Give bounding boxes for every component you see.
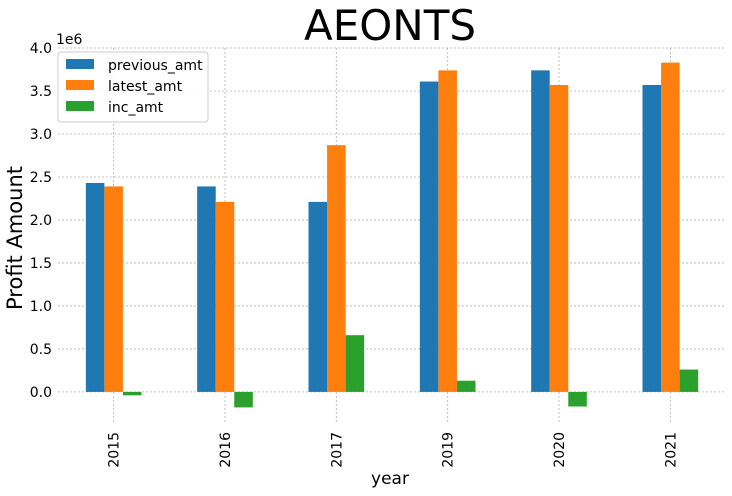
chart-title: AEONTS [304,1,476,50]
legend-label-previous-amt: previous_amt [108,58,203,74]
bar-inc-amt-2017 [345,335,365,392]
legend-label-latest-amt: latest_amt [108,79,183,95]
axes: 0.0 0.5 1.0 1.5 2.0 2.5 3.0 3.5 4.0 2015 2016 2017 2… [30,41,680,468]
x-tick-label: 2021 [663,432,679,468]
bar-latest-amt-2021 [661,62,680,392]
bar-previous-amt-2020 [531,70,550,392]
x-tick-label: 2019 [441,432,457,468]
bar-inc-amt-2015 [122,391,142,396]
bar-previous-amt-2017 [308,201,328,392]
bar-latest-amt-2019 [438,70,457,392]
y-tick-label: 3.5 [30,84,52,100]
x-tick-label: 2020 [552,432,568,468]
legend-box [57,51,209,123]
bar-previous-amt-2015 [85,182,105,392]
x-tick-label: 2017 [329,432,345,468]
legend: previous_amt latest_amt inc_amt [57,51,209,123]
bar-inc-amt-2016 [234,391,253,408]
legend-label-inc-amt: inc_amt [108,100,164,116]
x-tick-label: 2015 [107,432,123,468]
bar-latest-amt-2016 [215,201,235,392]
y-tick-label: 1.5 [30,256,52,272]
y-tick-label: 4.0 [30,41,52,57]
y-scale-offset: 1e6 [56,32,83,48]
y-tick-label: 2.5 [30,170,52,186]
legend-swatch-previous-amt [66,59,94,69]
y-tick-label: 2.0 [30,213,52,229]
legend-swatch-inc-amt [66,101,94,111]
bar-previous-amt-2016 [197,186,216,392]
bar-latest-amt-2015 [104,186,123,392]
bar-previous-amt-2021 [642,84,662,392]
y-tick-label: 1.0 [30,299,52,315]
x-axis-label: year [371,469,409,489]
y-tick-label: 3.0 [30,127,52,143]
bar-latest-amt-2017 [327,145,346,392]
bar-latest-amt-2020 [549,84,569,392]
legend-swatch-latest-amt [66,80,94,90]
bar-inc-amt-2020 [568,391,587,407]
y-axis-label: Profit Amount [3,166,27,310]
x-tick-label: 2016 [218,432,234,468]
bar-previous-amt-2019 [419,81,439,392]
y-tick-label: 0.5 [30,342,52,358]
bars [85,62,699,408]
bar-inc-amt-2021 [679,369,699,392]
y-tick-label: 0.0 [30,385,52,401]
bar-inc-amt-2019 [456,380,476,392]
grid [58,47,726,422]
